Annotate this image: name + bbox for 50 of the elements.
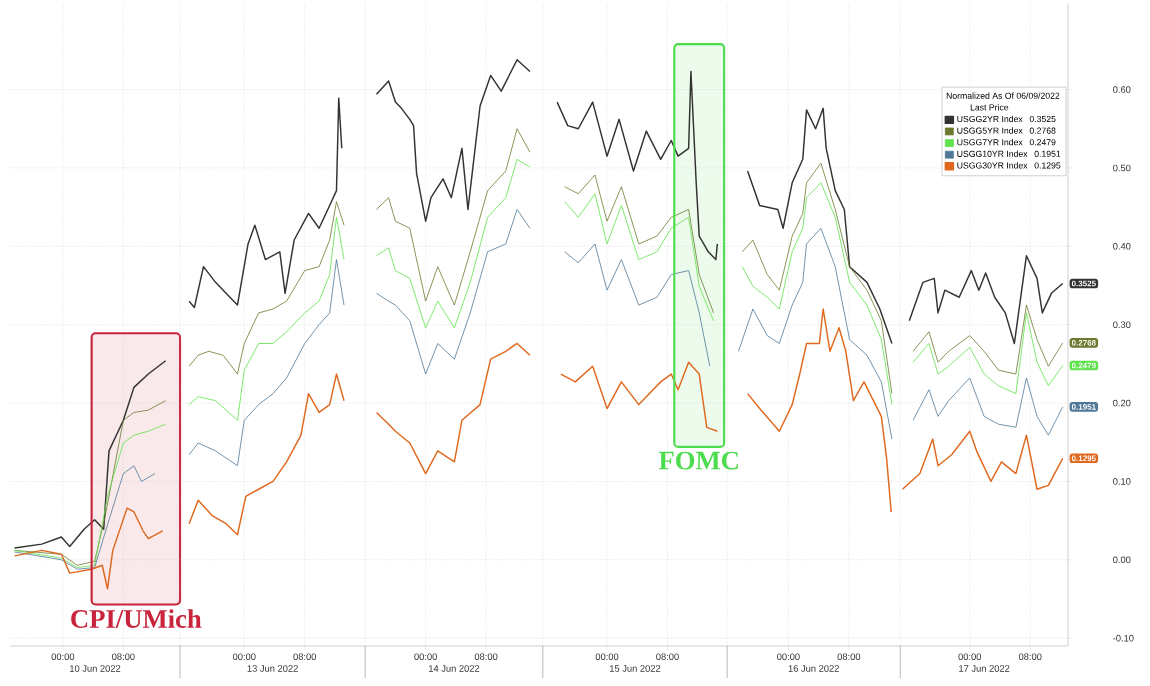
y-tick-label: 0.00 [1113, 556, 1131, 564]
annotation: Last Price [970, 104, 1009, 111]
y-tick-label: 0.50 [1113, 164, 1131, 172]
y-tick-label: -0.10 [1113, 634, 1134, 642]
legend-label: USGG10YR Index [957, 150, 1028, 157]
x-tick-label: 00:00 [232, 653, 256, 660]
x-axis-title: 15 Jun 2022 [610, 665, 661, 672]
text: 0.2768 [1029, 127, 1056, 134]
y-tick-label: 0.10 [1113, 478, 1131, 485]
x-tick-label: 00:00 [595, 653, 619, 660]
y-tick-label: 0.30 [1113, 321, 1131, 328]
text: 0.1951 [1034, 150, 1061, 157]
band-label: CPI/UMich [71, 609, 202, 628]
band-label: FOMC [658, 451, 738, 470]
y-tick-label: 0.20 [1113, 399, 1131, 407]
x-axis-title: 17 Jun 2022 [959, 665, 1010, 672]
x-axis-title: 16 Jun 2022 [788, 665, 839, 672]
data-label: 0.2479 [1071, 362, 1096, 369]
x-tick-label: 08:00 [837, 653, 861, 660]
line-series [912, 304, 1064, 375]
legend-label: USGG30YR Index [957, 162, 1028, 169]
x-tick-label: 00:00 [51, 653, 75, 660]
y-tick-label: 0.60 [1113, 86, 1131, 93]
legend-title: Normalized As Of 06/09/2022 [946, 92, 1060, 99]
line-series [901, 430, 1064, 490]
line-series [912, 377, 1064, 436]
x-tick-label: 00:00 [777, 653, 800, 660]
x-tick-label: 08:00 [474, 653, 498, 660]
line-series [912, 312, 1064, 395]
data-label: 0.2768 [1071, 340, 1096, 346]
x-tick-label: 08:00 [656, 653, 679, 660]
legend-label: USGG7YR Index [957, 138, 1023, 146]
x-tick-label: 08:00 [112, 653, 135, 660]
legend-label: USGG5YR Index [957, 127, 1023, 134]
line-series [908, 254, 1064, 345]
text: 0.2479 [1029, 139, 1056, 146]
y-tick-label: 0.40 [1113, 243, 1131, 250]
legend-label: USGG2YR Index [957, 115, 1023, 123]
x-axis-title: 13 Jun 2022 [247, 665, 298, 672]
data-label: 0.1951 [1071, 404, 1096, 410]
x-tick-label: 08:00 [293, 653, 317, 660]
data-label: 0.1295 [1071, 455, 1096, 462]
x-tick-label: 00:00 [414, 653, 437, 660]
text: 0.1295 [1034, 162, 1061, 169]
x-tick-label: 00:00 [958, 653, 982, 660]
x-tick-label: 08:00 [1018, 653, 1042, 660]
text: 0.3525 [1029, 115, 1056, 123]
x-axis-title: 10 Jun 2022 [70, 665, 121, 672]
data-label: 0.3525 [1071, 280, 1096, 287]
x-axis-title: 14 Jun 2022 [429, 665, 480, 672]
